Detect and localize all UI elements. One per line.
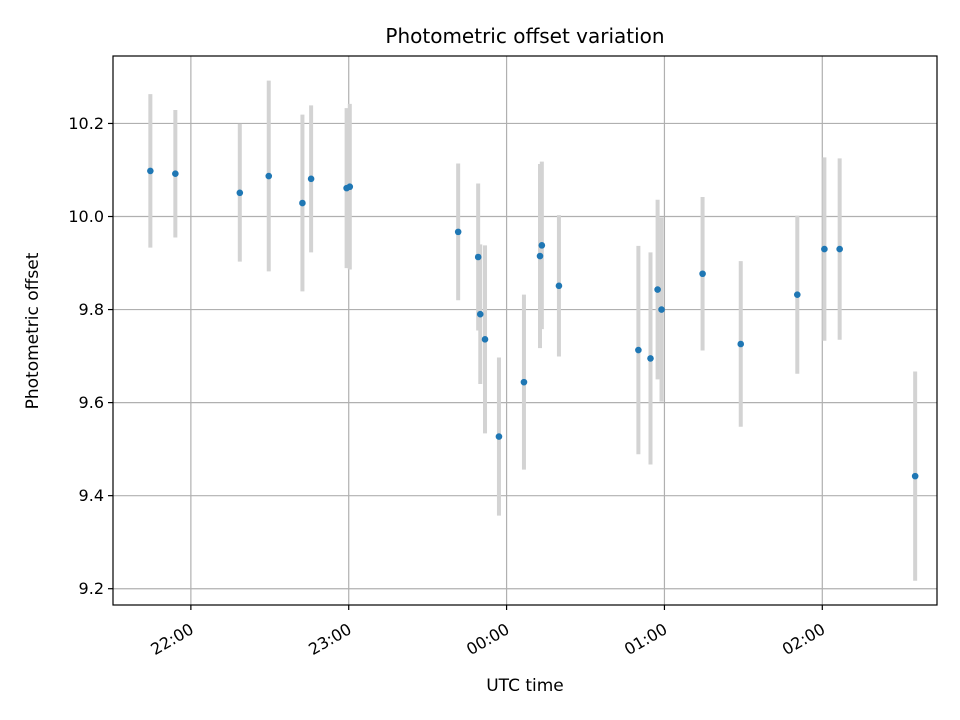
data-point: [658, 306, 665, 313]
plot-frame: [112, 55, 938, 606]
data-point: [481, 336, 489, 343]
data-point: [737, 340, 745, 348]
y-tick-label: 10.2: [68, 114, 104, 133]
data-point: [147, 167, 154, 175]
data-point: [520, 378, 528, 386]
y-tick-label: 9.2: [79, 579, 104, 598]
data-points: [147, 167, 919, 480]
data-point: [346, 183, 354, 191]
y-axis-title: Photometric offset: [23, 252, 43, 409]
data-point: [474, 253, 482, 261]
y-tick-label: 10.0: [68, 207, 104, 226]
data-point: [536, 252, 544, 260]
data-point: [635, 346, 642, 354]
data-point: [699, 270, 706, 278]
data-point: [307, 175, 315, 183]
data-point: [555, 282, 563, 290]
data-point: [654, 286, 661, 293]
data-point: [647, 355, 654, 362]
data-point: [236, 189, 244, 197]
data-point: [172, 170, 179, 178]
y-tick-label: 9.8: [79, 300, 104, 319]
data-point: [821, 245, 828, 253]
data-point: [299, 199, 306, 207]
chart-title: Photometric offset variation: [385, 24, 664, 48]
data-point: [476, 310, 484, 318]
data-point: [911, 472, 919, 480]
y-tick-label: 9.6: [79, 393, 104, 412]
data-point: [836, 245, 843, 253]
data-point: [495, 433, 503, 440]
y-tick-label: 9.4: [79, 486, 104, 505]
data-point: [454, 228, 462, 236]
x-axis-title: UTC time: [486, 676, 564, 696]
data-point: [538, 242, 546, 249]
grid: [113, 56, 937, 605]
data-point: [265, 172, 273, 180]
data-point: [793, 291, 801, 298]
